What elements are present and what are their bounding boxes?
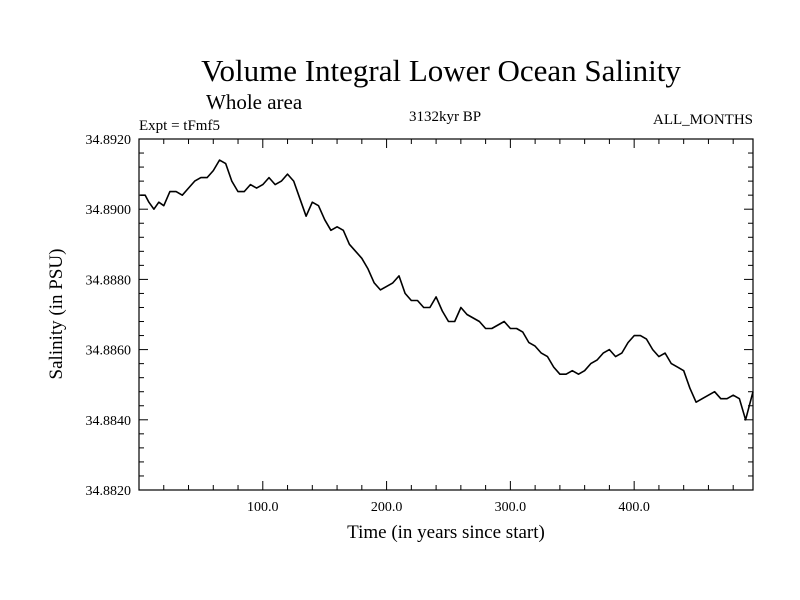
x-tick-label: 200.0: [371, 500, 403, 515]
x-axis-label: Time (in years since start): [347, 522, 545, 543]
y-tick-label: 34.8820: [86, 484, 132, 499]
y-tick-label: 34.8880: [86, 273, 132, 288]
series-group: [140, 159, 754, 421]
chart-subtitle: Whole area: [206, 90, 303, 114]
y-axis-label: Salinity (in PSU): [46, 249, 67, 380]
y-axis: 34.8820 34.8840 34.8860 34.8880 34.8900 34.89…: [86, 133, 753, 499]
y-tick-label: 34.8920: [86, 133, 132, 148]
months-label: ALL_MONTHS: [653, 112, 753, 128]
series-line-salinity: [140, 159, 754, 421]
chart-title: Volume Integral Lower Ocean Salinity: [201, 53, 681, 88]
y-tick-label: 34.8900: [86, 203, 132, 218]
x-tick-label: 400.0: [618, 500, 650, 515]
y-tick-label: 34.8840: [86, 414, 132, 429]
x-tick-label: 100.0: [247, 500, 279, 515]
plot-frame: [138, 138, 754, 491]
x-tick-label: 300.0: [495, 500, 527, 515]
x-axis: 100.0 200.0 300.0 400.0: [163, 139, 734, 515]
period-label: 3132kyr BP: [409, 109, 481, 125]
y-tick-label: 34.8860: [86, 344, 132, 359]
experiment-label: Expt = tFmf5: [139, 118, 220, 134]
